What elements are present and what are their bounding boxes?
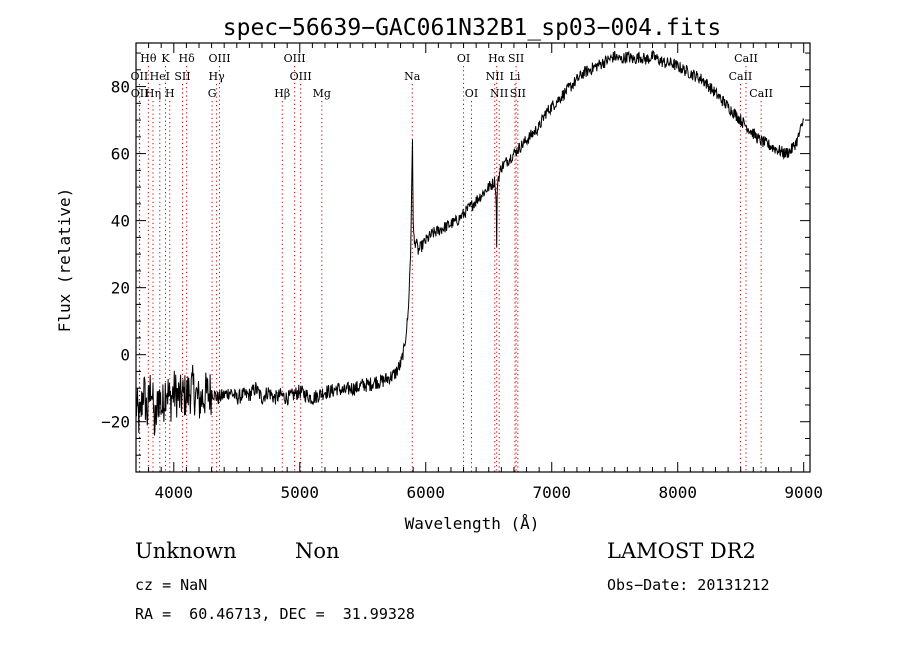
marker-label-10: HeI [150, 70, 170, 83]
marker-label-14: Na [404, 70, 421, 83]
marker-label-7: SII [508, 52, 524, 65]
y-tick-label: 0 [120, 346, 130, 365]
marker-label-21: G [208, 87, 217, 100]
marker-label-24: OI [465, 87, 478, 100]
marker-label-11: SII [174, 70, 190, 83]
marker-label-19: Hη [145, 87, 161, 100]
observation-date: Obs−Date: 20131212 [607, 576, 770, 594]
chart-title: spec−56639−GAC061N32B1_sp03−004.fits [223, 15, 722, 41]
x-tick-label: 9000 [784, 483, 823, 502]
plot-frame [135, 42, 811, 473]
marker-label-23: Mg [313, 87, 331, 100]
survey-name: LAMOST DR2 [607, 539, 756, 563]
marker-label-17: CaII [729, 70, 753, 83]
x-tick-label: 5000 [281, 483, 320, 502]
y-tick-label: 60 [111, 145, 130, 164]
marker-label-22: Hβ [274, 87, 290, 100]
spectrum-line [135, 49, 805, 436]
y-tick-label: 40 [111, 212, 130, 231]
plot-border [135, 42, 811, 473]
y-tick-label: 20 [111, 279, 130, 298]
x-tick-label: 7000 [532, 483, 571, 502]
marker-label-9: OII [131, 70, 149, 83]
marker-label-16: Li [510, 70, 521, 83]
marker-label-0: Hθ [140, 52, 157, 65]
marker-label-13: OIII [290, 70, 312, 83]
marker-label-20: H [165, 87, 175, 100]
marker-label-1: K [161, 52, 170, 65]
spectrum-series [135, 49, 805, 436]
marker-label-25: NII [490, 87, 508, 100]
marker-label-26: SII [510, 87, 526, 100]
x-tick-label: 6000 [406, 483, 445, 502]
redshift-readout: cz = NaN [135, 576, 208, 594]
x-axis-label: Wavelength (Å) [405, 514, 540, 533]
axis-ticks: 4000 5000 6000 7000 8000 9000 −20 0 20 40 60 80 [101, 43, 823, 502]
x-tick-label: 8000 [658, 483, 697, 502]
y-axis-label: Flux (relative) [55, 188, 74, 333]
object-subclass: Non [295, 539, 340, 563]
y-tick-label: −20 [101, 413, 130, 432]
object-class: Unknown [135, 539, 237, 563]
marker-label-18: OII [131, 87, 149, 100]
marker-label-3: OIII [208, 52, 230, 65]
marker-label-5: OI [457, 52, 470, 65]
coordinates-readout: RA = 60.46713, DEC = 31.99328 [135, 605, 415, 623]
marker-label-6: Hα [488, 52, 506, 65]
y-tick-label: 80 [111, 78, 130, 97]
marker-label-4: OIII [284, 52, 306, 65]
marker-label-27: CaII [749, 87, 773, 100]
x-tick-label: 4000 [155, 483, 194, 502]
marker-label-12: Hγ [209, 70, 226, 83]
marker-label-8: CaII [734, 52, 758, 65]
marker-label-2: Hδ [179, 52, 196, 65]
marker-label-15: NII [486, 70, 504, 83]
